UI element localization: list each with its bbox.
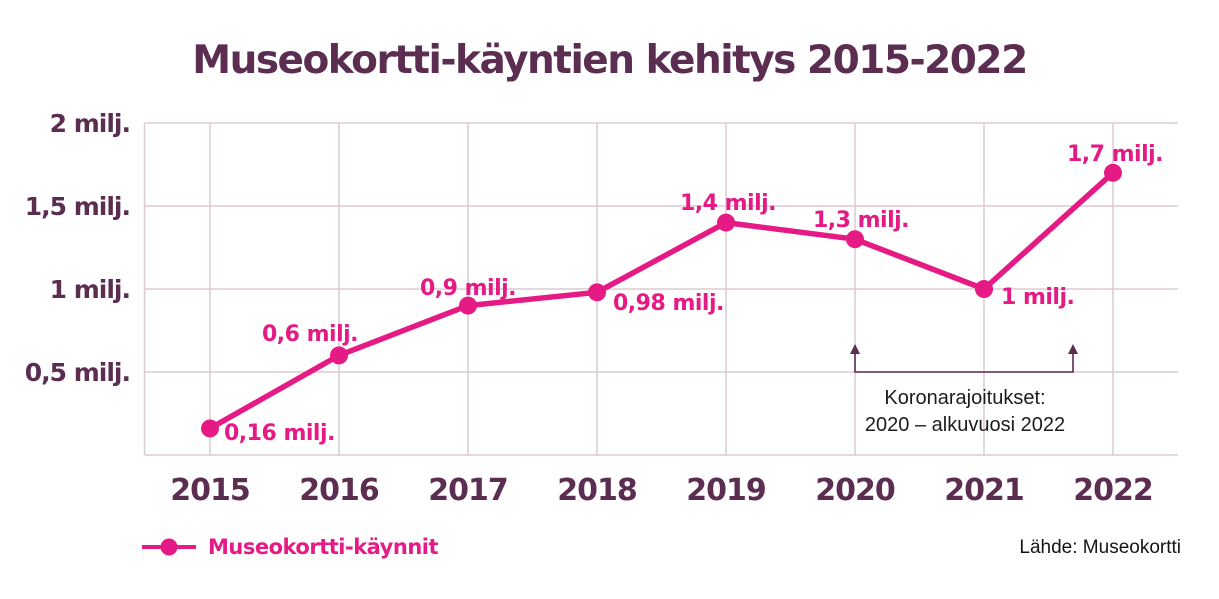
data-point-label: 1,4 milj. <box>680 191 776 216</box>
x-tick-label: 2015 <box>170 473 250 508</box>
y-tick-label: 2 milj. <box>50 109 130 138</box>
data-point <box>1104 163 1122 182</box>
x-tick-label: 2019 <box>686 473 766 508</box>
x-tick-label: 2021 <box>944 473 1024 508</box>
data-point <box>588 283 606 302</box>
y-tick-label: 1,5 milj. <box>25 192 130 221</box>
annotation-text: 2020 – alkuvuosi 2022 <box>865 414 1065 436</box>
x-tick-label: 2022 <box>1073 473 1153 508</box>
data-point <box>717 213 735 232</box>
data-point <box>459 296 477 315</box>
data-point-label: 0,98 milj. <box>613 291 724 316</box>
annotation-arrow-up-icon <box>1068 344 1078 354</box>
data-point <box>330 346 348 365</box>
y-tick-label: 0,5 milj. <box>25 358 130 387</box>
legend-line-marker-icon <box>142 538 196 556</box>
x-tick-label: 2018 <box>557 473 637 508</box>
data-point-label: 0,16 milj. <box>224 421 335 446</box>
x-tick-label: 2017 <box>428 473 508 508</box>
data-point <box>201 419 219 438</box>
data-point <box>975 280 993 298</box>
source-credit: Lähde: Museokortti <box>1019 537 1181 558</box>
y-tick-label: 1 milj. <box>50 275 130 304</box>
data-point-label: 0,9 milj. <box>420 276 516 301</box>
legend: Museokortti-käynnit <box>142 535 439 559</box>
data-point-label: 0,6 milj. <box>262 322 358 347</box>
annotation-arrow-up-icon <box>850 344 860 354</box>
legend-series-label: Museokortti-käynnit <box>208 535 439 559</box>
annotation-bracket <box>854 350 1074 373</box>
x-tick-label: 2016 <box>299 473 379 508</box>
trend-line <box>207 170 1116 432</box>
data-point-label: 1,3 milj. <box>813 208 909 233</box>
x-tick-label: 2020 <box>815 473 895 508</box>
data-point <box>846 230 864 249</box>
annotation-text: Koronarajoitukset: <box>884 387 1045 409</box>
page-title: Museokortti-käyntien kehitys 2015-2022 <box>192 38 1028 83</box>
data-point-label: 1 milj. <box>1001 285 1074 310</box>
data-point-label: 1,7 milj. <box>1067 142 1163 167</box>
